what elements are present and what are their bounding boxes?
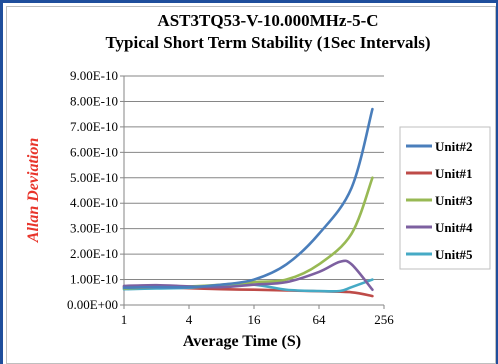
chart-title: AST3TQ53-V-10.000MHz-5-C bbox=[157, 11, 378, 30]
y-tick-label: 3.00E-10 bbox=[70, 221, 118, 236]
y-tick-label: 1.00E-10 bbox=[70, 272, 118, 287]
y-tick-label: 7.00E-10 bbox=[70, 119, 118, 134]
x-tick-label: 16 bbox=[248, 312, 262, 327]
x-axis-ticks: 1 4 16 64 256 bbox=[121, 305, 394, 327]
y-tick-label: 8.00E-10 bbox=[70, 93, 118, 108]
legend-label: Unit#5 bbox=[435, 247, 473, 262]
axes bbox=[123, 76, 384, 306]
legend-label: Unit#3 bbox=[435, 193, 473, 208]
y-tick-label: 2.00E-10 bbox=[70, 246, 118, 261]
legend-label: Unit#2 bbox=[435, 139, 473, 154]
x-tick-label: 64 bbox=[313, 312, 327, 327]
y-tick-label: 0.00E+00 bbox=[67, 297, 118, 312]
x-tick-label: 256 bbox=[374, 312, 394, 327]
legend: Unit#2 Unit#1 Unit#3 Unit#4 Unit#5 bbox=[399, 126, 491, 270]
series-line-unit4 bbox=[122, 259, 374, 292]
x-tick-label: 4 bbox=[186, 312, 193, 327]
legend-label: Unit#4 bbox=[435, 220, 473, 235]
x-tick-label: 1 bbox=[121, 312, 128, 327]
x-axis-title: Average Time (S) bbox=[183, 333, 301, 350]
legend-items: Unit#2 Unit#1 Unit#3 Unit#4 Unit#5 bbox=[406, 139, 473, 262]
legend-box bbox=[399, 126, 491, 270]
series-lines bbox=[122, 107, 374, 298]
y-tick-label: 6.00E-10 bbox=[70, 144, 118, 159]
y-tick-label: 5.00E-10 bbox=[70, 170, 118, 185]
y-axis-ticks: 0.00E+00 1.00E-10 2.00E-10 3.00E-10 4.00E-10… bbox=[67, 68, 124, 312]
grid-lines bbox=[124, 75, 384, 281]
series-line-unit2 bbox=[122, 107, 374, 289]
y-tick-label: 9.00E-10 bbox=[70, 68, 118, 83]
series-line-unit3 bbox=[122, 176, 374, 290]
legend-label: Unit#1 bbox=[435, 166, 473, 181]
y-axis-title: Allan Deviation bbox=[25, 138, 42, 244]
chart-subtitle: Typical Short Term Stability (1Sec Inter… bbox=[105, 33, 430, 52]
y-tick-label: 4.00E-10 bbox=[70, 195, 118, 210]
